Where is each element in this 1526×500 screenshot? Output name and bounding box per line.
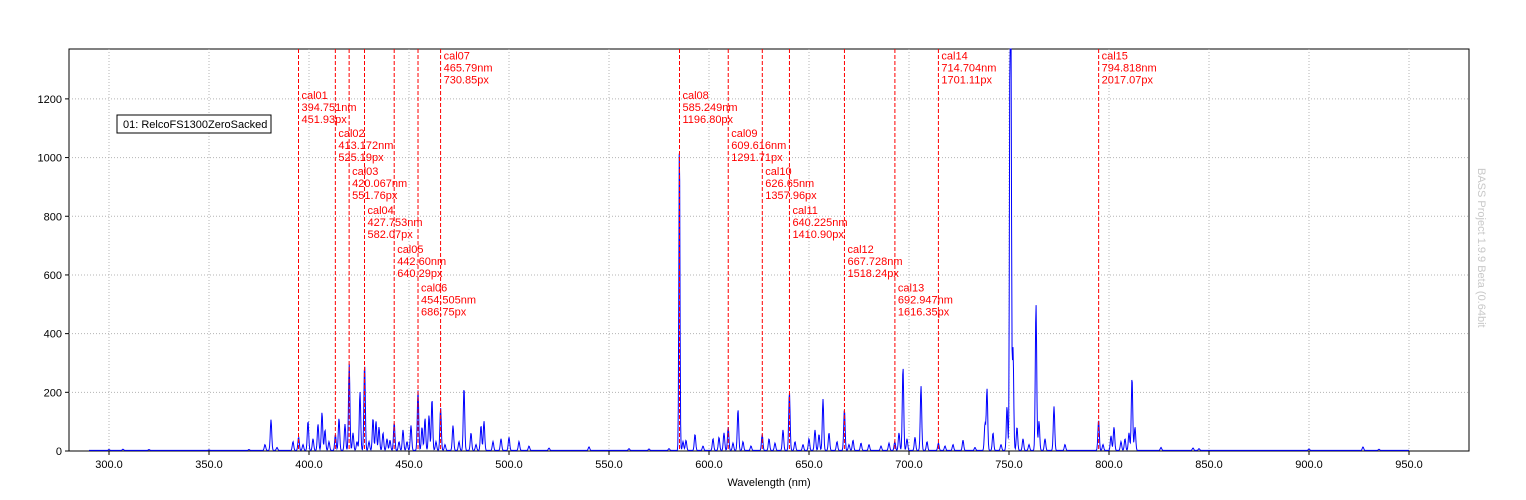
calibration-label-px: 640.29px [397, 268, 443, 280]
y-tick-label: 800 [44, 211, 62, 223]
calibration-label-id: cal10 [765, 166, 791, 178]
calibration-label-id: cal07 [444, 50, 470, 62]
calibration-label-nm: 640.225nm [792, 217, 847, 229]
calibration-label-id: cal11 [792, 205, 817, 217]
calibration-label-nm: 585.249nm [682, 102, 737, 114]
calibration-label-nm: 794.818nm [1102, 62, 1157, 74]
calibration-label-px: 1357.96px [765, 190, 817, 202]
plot-area [68, 48, 1470, 452]
calibration-label-nm: 427.753nm [368, 217, 423, 229]
calibration-label-nm: 413.172nm [338, 140, 393, 152]
calibration-label-nm: 465.79nm [444, 62, 493, 74]
x-axis-ticks: 300.0 350.0 400.0 450.0 500.0 550.0 600.0 650.0… [95, 451, 1423, 471]
calibration-label-px: 1291.71px [731, 152, 783, 164]
calibration-label-id: cal12 [847, 244, 873, 256]
calibration-label-nm: 442.60nm [397, 256, 446, 268]
calibration-label-id: cal15 [1102, 50, 1128, 62]
x-tick-label: 950.0 [1395, 459, 1423, 471]
calibration-label-id: cal02 [338, 128, 364, 140]
calibration-label-id: cal01 [302, 90, 328, 102]
y-tick-label: 600 [44, 270, 62, 282]
calibration-label-px: 1701.11px [941, 74, 992, 86]
calibration-label-id: cal04 [368, 205, 394, 217]
calibration-label-px: 582.07px [368, 229, 414, 241]
calibration-label-px: 525.19px [338, 152, 384, 164]
calibration-label-id: cal06 [421, 283, 447, 295]
calibration-label-px: 551.76px [352, 190, 398, 202]
x-tick-label: 500.0 [495, 459, 523, 471]
y-tick-label: 200 [44, 387, 62, 399]
calibration-label-nm: 692.947nm [898, 295, 953, 307]
spectrum-series [89, 48, 1409, 452]
calibration-label-nm: 394.751nm [302, 102, 357, 114]
calibration-label-px: 1518.24px [847, 268, 899, 280]
x-tick-label: 400.0 [295, 459, 323, 471]
x-tick-label: 850.0 [1195, 459, 1223, 471]
legend-box [116, 114, 272, 134]
x-tick-label: 900.0 [1295, 459, 1323, 471]
legend: 01: RelcoFS1300ZeroSacked [116, 114, 272, 134]
calibration-label-id: cal14 [941, 50, 967, 62]
x-tick-label: 700.0 [895, 459, 923, 471]
calibration-label-id: cal09 [731, 128, 757, 140]
x-tick-label: 600.0 [695, 459, 723, 471]
y-tick-label: 0 [56, 446, 62, 458]
calibration-label-nm: 667.728nm [847, 256, 902, 268]
x-tick-label: 800.0 [1095, 459, 1123, 471]
y-axis-ticks: 0 200 400 600 800 1000 1200 [38, 94, 69, 458]
calibration-label-id: cal05 [397, 244, 423, 256]
calibration-label-nm: 609.616nm [731, 140, 786, 152]
calibration-label-px: 2017.07px [1102, 74, 1154, 86]
calibration-label-px: 1616.35px [898, 307, 950, 319]
calibration-label-px: 686.75px [421, 307, 467, 319]
calibration-label-id: cal03 [352, 166, 378, 178]
calibration-label-nm: 420.067nm [352, 178, 407, 190]
calibration-label-px: 1196.80px [682, 114, 733, 126]
calibration-label-px: 1410.90px [792, 229, 844, 241]
x-tick-label: 450.0 [395, 459, 423, 471]
spectrum-line [89, 48, 1409, 452]
x-tick-label: 650.0 [795, 459, 823, 471]
x-tick-label: 300.0 [95, 459, 123, 471]
calibration-label-id: cal08 [682, 90, 708, 102]
x-tick-label: 350.0 [195, 459, 223, 471]
x-axis-title: Wavelength (nm) [727, 477, 810, 489]
x-tick-label: 750.0 [995, 459, 1023, 471]
grid [69, 49, 1469, 451]
watermark: BASS Project 1.9.9 Beta (0.64bit [1475, 168, 1487, 328]
calibration-label-px: 451.93px [302, 114, 348, 126]
calibration-label-id: cal13 [898, 283, 924, 295]
y-tick-label: 1000 [38, 153, 62, 165]
y-tick-label: 400 [44, 329, 62, 341]
calibration-label-px: 730.85px [444, 74, 490, 86]
legend-entry: 01: RelcoFS1300ZeroSacked [123, 119, 267, 131]
calibration-label-nm: 454.505nm [421, 295, 476, 307]
y-tick-label: 1200 [38, 94, 62, 106]
x-tick-label: 550.0 [595, 459, 623, 471]
calibration-label-nm: 714.704nm [941, 62, 996, 74]
